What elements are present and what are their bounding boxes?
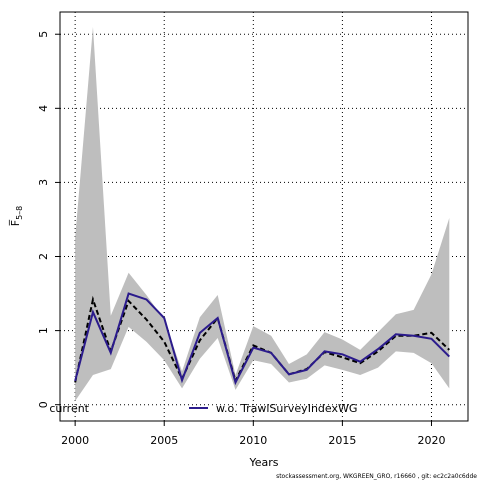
y-tick-label: 3 <box>37 179 50 186</box>
series-line-alt <box>74 292 450 386</box>
series-line-current <box>74 295 450 384</box>
plot-frame <box>59 11 469 422</box>
legend-label-current: current <box>49 402 89 415</box>
x-tick-label: 2000 <box>61 434 89 447</box>
grid <box>60 12 468 421</box>
svg-text:F̅5–8: F̅5–8 <box>9 206 24 227</box>
y-tick-label: 4 <box>37 105 50 112</box>
legend-label-alt: w.o. TrawlSurveyIndexWG <box>216 402 357 415</box>
x-tick-label: 2020 <box>417 434 445 447</box>
x-axis: 2000 2005 2010 2015 2020 <box>61 421 445 447</box>
y-tick-label: 2 <box>37 253 50 260</box>
footer-credit: stockassessment.org, WKGREEN_GRO, r16660… <box>276 473 477 480</box>
x-axis-title: Years <box>248 456 278 469</box>
plot-area <box>74 26 450 401</box>
confidence-band <box>75 26 450 401</box>
y-axis: 0 1 2 3 4 5 <box>37 31 60 408</box>
y-axis-title-sub: 5–8 <box>15 206 24 220</box>
y-tick-label: 5 <box>37 31 50 38</box>
y-axis-title: F̅5–8 <box>9 206 24 227</box>
y-tick-label: 0 <box>37 401 50 408</box>
y-axis-title-main: F̅ <box>9 219 22 226</box>
legend: current w.o. TrawlSurveyIndexWG <box>49 402 357 415</box>
y-tick-label: 1 <box>37 327 50 334</box>
x-tick-label: 2005 <box>150 434 178 447</box>
x-tick-label: 2015 <box>328 434 356 447</box>
x-tick-label: 2010 <box>239 434 267 447</box>
